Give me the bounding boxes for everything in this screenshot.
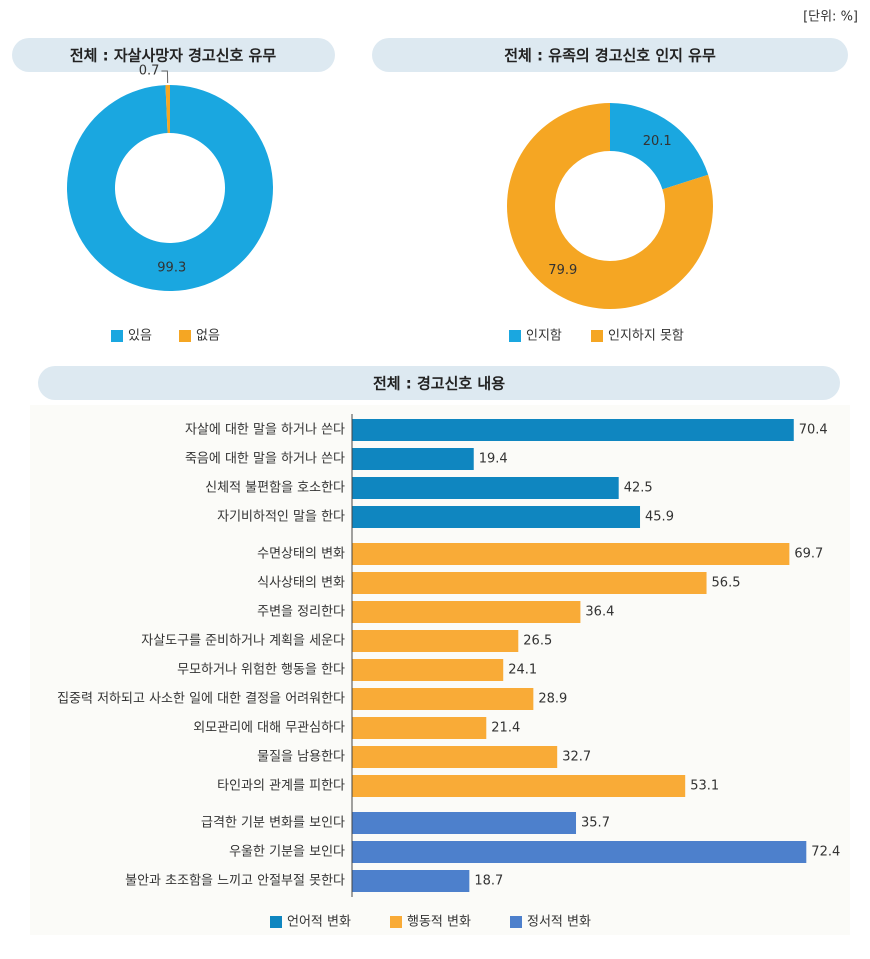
category-label: 집중력 저하되고 사소한 일에 대한 결정을 어려워한다 bbox=[57, 692, 345, 707]
data-label: 19.4 bbox=[479, 452, 508, 467]
bar bbox=[352, 572, 707, 594]
category-label: 수면상태의 변화 bbox=[257, 547, 345, 562]
category-label: 물질을 남용한다 bbox=[257, 750, 345, 765]
data-label: 18.7 bbox=[474, 874, 503, 889]
data-label: 36.4 bbox=[585, 605, 614, 620]
data-label: 32.7 bbox=[562, 750, 591, 765]
donut-slice bbox=[507, 103, 713, 309]
category-label: 자살도구를 준비하거나 계획을 세운다 bbox=[141, 634, 345, 649]
bar bbox=[352, 419, 794, 441]
category-label: 외모관리에 대해 무관심하다 bbox=[193, 721, 345, 736]
category-label: 자기비하적인 말을 한다 bbox=[217, 510, 345, 525]
category-label: 우울한 기분을 보인다 bbox=[229, 845, 345, 860]
bar bbox=[352, 812, 577, 834]
legend-label: 언어적 변화 bbox=[287, 915, 351, 930]
bar bbox=[352, 448, 474, 470]
title-pill bbox=[12, 38, 335, 72]
category-label: 무모하거나 위험한 행동을 한다 bbox=[177, 662, 345, 678]
leader-line bbox=[161, 70, 169, 84]
legend-label: 있음 bbox=[128, 329, 152, 344]
data-label: 20.1 bbox=[643, 134, 672, 149]
donut-slice bbox=[67, 85, 274, 292]
data-label: 0.7 bbox=[139, 64, 160, 79]
data-label: 24.1 bbox=[508, 663, 537, 678]
data-label: 72.4 bbox=[811, 845, 840, 860]
category-label: 급격한 기분 변화를 보인다 bbox=[201, 816, 345, 831]
legend-label: 정서적 변화 bbox=[527, 915, 591, 930]
data-label: 99.3 bbox=[157, 260, 186, 275]
bar bbox=[352, 477, 619, 499]
category-label: 죽음에 대한 말을 하거나 쓴다 bbox=[185, 452, 345, 467]
legend-swatch bbox=[509, 330, 521, 342]
bar bbox=[352, 841, 807, 863]
legend-swatch bbox=[179, 330, 191, 342]
bar bbox=[352, 659, 504, 681]
legend-swatch bbox=[111, 330, 123, 342]
bar bbox=[352, 630, 519, 652]
category-label: 불안과 초조함을 느끼고 안절부절 못한다 bbox=[125, 874, 345, 889]
legend-label: 행동적 변화 bbox=[407, 914, 471, 930]
legend-label: 인지함 bbox=[526, 329, 562, 344]
data-label: 70.4 bbox=[799, 423, 828, 438]
legend-swatch bbox=[591, 330, 603, 342]
category-label: 주변을 정리한다 bbox=[257, 605, 345, 620]
bar bbox=[352, 601, 581, 623]
data-label: 79.9 bbox=[548, 263, 577, 278]
bar bbox=[352, 870, 470, 892]
chart-title: 전체 : 경고신호 내용 bbox=[373, 375, 505, 393]
bar bbox=[352, 543, 790, 565]
bar bbox=[352, 775, 686, 797]
legend-label: 없음 bbox=[196, 329, 220, 344]
data-label: 56.5 bbox=[712, 576, 741, 591]
legend-swatch bbox=[510, 916, 522, 928]
legend-swatch bbox=[270, 916, 282, 928]
chart-title: 전체 : 자살사망자 경고신호 유무 bbox=[70, 47, 276, 65]
data-label: 69.7 bbox=[794, 547, 823, 562]
data-label: 45.9 bbox=[645, 510, 674, 525]
donut-slice bbox=[165, 85, 170, 134]
category-label: 타인과의 관계를 피한다 bbox=[217, 779, 345, 794]
legend-swatch bbox=[390, 916, 402, 928]
category-label: 자살에 대한 말을 하거나 쓴다 bbox=[185, 423, 345, 438]
category-label: 식사상태의 변화 bbox=[257, 576, 345, 591]
chart-title: 전체 : 유족의 경고신호 인지 유무 bbox=[504, 47, 716, 65]
data-label: 35.7 bbox=[581, 816, 610, 831]
bar bbox=[352, 688, 534, 710]
bar bbox=[352, 746, 558, 768]
data-label: 21.4 bbox=[491, 721, 520, 736]
data-label: 26.5 bbox=[523, 634, 552, 649]
category-label: 신체적 불편함을 호소한다 bbox=[205, 481, 345, 496]
data-label: 42.5 bbox=[624, 481, 653, 496]
data-label: 28.9 bbox=[538, 692, 567, 707]
unit-note: [단위: %] bbox=[803, 10, 858, 25]
legend-label: 인지하지 못함 bbox=[608, 329, 684, 344]
donut-slice bbox=[610, 103, 709, 190]
data-label: 53.1 bbox=[690, 779, 719, 794]
title-pill bbox=[372, 38, 848, 72]
title-pill bbox=[38, 366, 840, 400]
bar bbox=[352, 717, 487, 739]
bar bbox=[352, 506, 641, 528]
